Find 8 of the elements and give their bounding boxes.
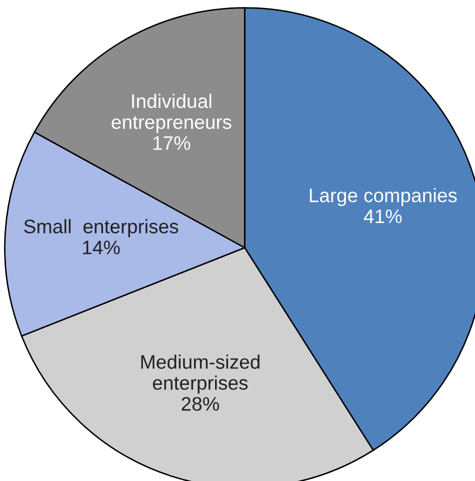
data-label: 28%	[182, 396, 219, 411]
data-label: 14%	[83, 240, 120, 254]
data-label: 41%	[364, 210, 402, 224]
slice-label: Small enterprises	[24, 219, 178, 238]
data-label: 17%	[153, 136, 190, 150]
slice-label: Medium-sized enterprises	[141, 354, 260, 394]
slice-label: Individual entrepreneurs	[112, 94, 232, 133]
slice-label: Large companies	[310, 188, 457, 206]
